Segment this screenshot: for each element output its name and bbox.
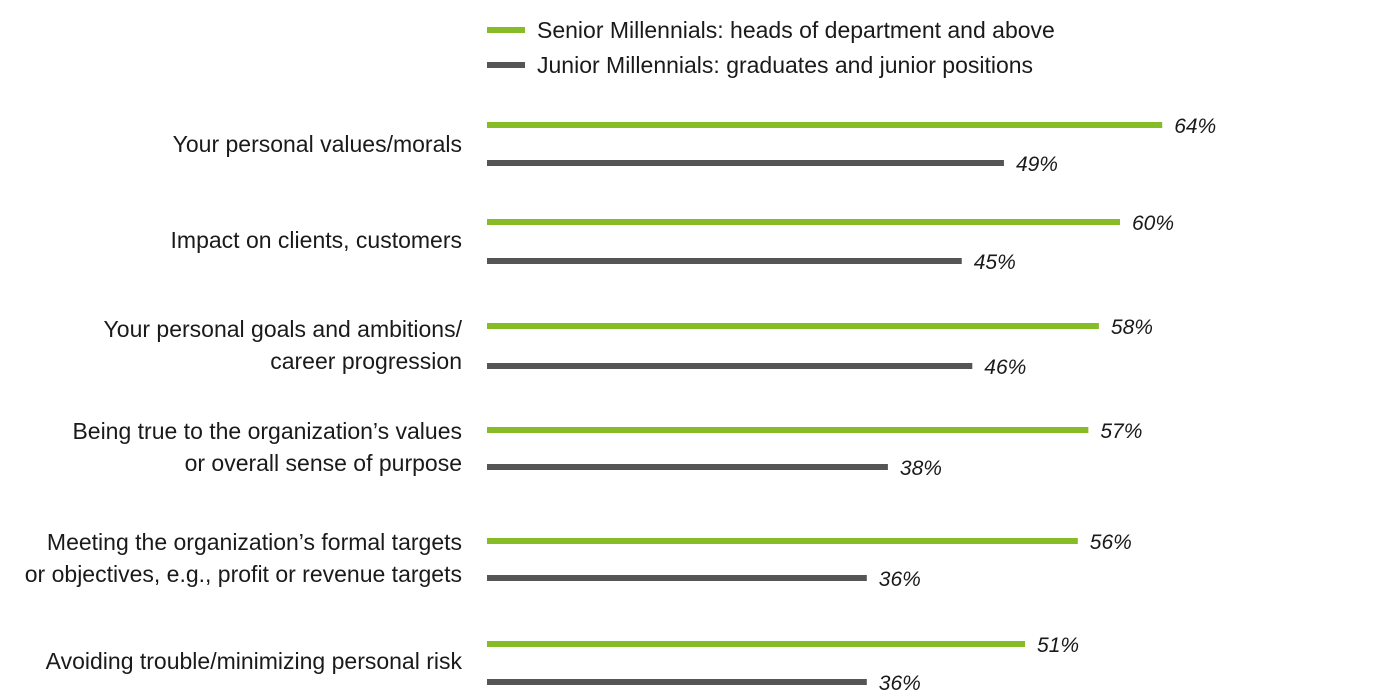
senior-bar	[487, 219, 1120, 225]
senior-bar	[487, 323, 1099, 329]
junior-value-label: 36%	[879, 568, 921, 591]
senior-value-label: 64%	[1174, 115, 1216, 138]
junior-value-label: 38%	[900, 457, 942, 480]
category-label: or objectives, e.g., profit or revenue t…	[25, 561, 462, 587]
category-label: Your personal goals and ambitions/	[104, 316, 463, 342]
legend: Senior Millennials: heads of department …	[487, 17, 1055, 78]
senior-value-label: 51%	[1037, 634, 1079, 657]
category-label: career progression	[270, 348, 462, 374]
category-label: Meeting the organization’s formal target…	[47, 529, 462, 555]
senior-bar	[487, 538, 1078, 544]
junior-value-label: 45%	[974, 251, 1016, 274]
plot-area: Your personal values/morals Impact on cli…	[25, 115, 1216, 695]
junior-bar	[487, 160, 1004, 166]
junior-bar	[487, 258, 962, 264]
senior-value-label: 56%	[1090, 531, 1132, 554]
legend-swatch-senior	[487, 27, 525, 33]
legend-label-senior: Senior Millennials: heads of department …	[537, 17, 1055, 43]
category-label: Your personal values/morals	[173, 131, 462, 157]
senior-value-label: 60%	[1132, 212, 1174, 235]
category-label: Impact on clients, customers	[171, 227, 462, 253]
junior-bar	[487, 575, 867, 581]
senior-bar	[487, 122, 1163, 128]
senior-value-label: 58%	[1111, 316, 1153, 339]
junior-value-label: 46%	[984, 356, 1026, 379]
category-label: Being true to the organization’s values	[72, 418, 462, 444]
legend-label-junior: Junior Millennials: graduates and junior…	[537, 52, 1033, 78]
legend-swatch-junior	[487, 62, 525, 68]
junior-bar	[487, 464, 888, 470]
junior-bar	[487, 363, 973, 369]
senior-value-label: 57%	[1100, 420, 1142, 443]
senior-bar	[487, 427, 1089, 433]
junior-value-label: 49%	[1016, 153, 1058, 176]
category-label: or overall sense of purpose	[185, 450, 462, 476]
junior-bar	[487, 679, 867, 685]
senior-bar	[487, 641, 1026, 647]
junior-value-label: 36%	[879, 672, 921, 695]
category-label: Avoiding trouble/minimizing personal ris…	[46, 648, 463, 674]
